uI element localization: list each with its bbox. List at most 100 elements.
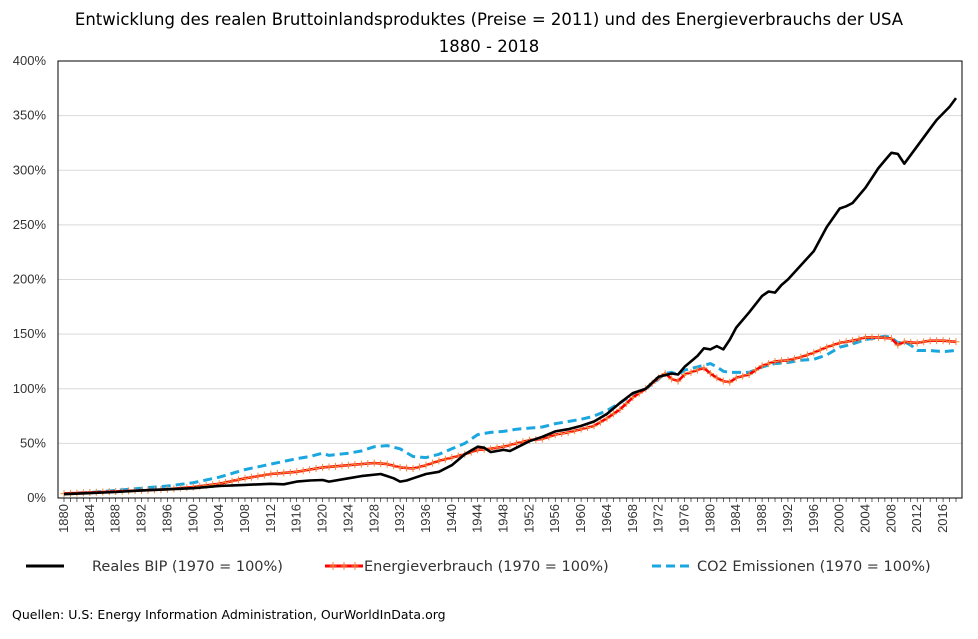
- data-point-marker: [267, 470, 275, 478]
- data-point-marker: [241, 474, 249, 482]
- data-point-marker: [383, 460, 391, 468]
- legend-marker: [351, 562, 359, 570]
- x-tick-label: 1996: [806, 504, 821, 533]
- data-point-marker: [622, 399, 630, 407]
- data-point-marker: [228, 477, 236, 485]
- data-point-marker: [952, 338, 960, 346]
- data-point-marker: [590, 422, 598, 430]
- data-point-marker: [829, 341, 837, 349]
- x-tick-label: 1884: [82, 504, 97, 533]
- x-tick-label: 2000: [832, 504, 847, 533]
- x-tick-label: 1908: [237, 504, 252, 533]
- data-point-marker: [687, 368, 695, 376]
- data-point-marker: [506, 441, 514, 449]
- legend-marker: [340, 562, 348, 570]
- data-point-marker: [700, 364, 708, 372]
- data-point-marker: [441, 455, 449, 463]
- y-tick-label: 400%: [13, 53, 47, 68]
- x-axis: 1880 1884 1888 1892 1896 1900 1904 1908 1912 1916…: [56, 498, 957, 533]
- x-tick-label: 1988: [754, 504, 769, 533]
- y-tick-label: 250%: [13, 217, 47, 232]
- x-tick-label: 1956: [547, 504, 562, 533]
- x-tick-label: 1952: [521, 504, 536, 533]
- data-point-marker: [855, 335, 863, 343]
- data-point-marker: [868, 333, 876, 341]
- data-point-marker: [933, 337, 941, 345]
- data-point-marker: [435, 457, 443, 465]
- data-point-marker: [887, 334, 895, 342]
- data-point-marker: [913, 339, 921, 347]
- data-point-marker: [286, 468, 294, 476]
- data-point-marker: [629, 393, 637, 401]
- x-tick-label: 1984: [728, 504, 743, 533]
- data-point-marker: [732, 374, 740, 382]
- data-point-marker: [874, 333, 882, 341]
- series-line: [63, 334, 957, 496]
- data-point-marker: [713, 374, 721, 382]
- data-point-marker: [706, 369, 714, 377]
- x-tick-label: 1892: [134, 504, 149, 533]
- data-point-marker: [409, 465, 417, 473]
- x-tick-label: 1968: [625, 504, 640, 533]
- x-tick-label: 1976: [677, 504, 692, 533]
- data-point-marker: [681, 371, 689, 379]
- data-point-marker: [777, 357, 785, 365]
- data-point-marker: [836, 339, 844, 347]
- x-tick-label: 2012: [909, 504, 924, 533]
- data-point-marker: [351, 461, 359, 469]
- data-point-marker: [894, 341, 902, 349]
- x-tick-label: 2004: [858, 504, 873, 533]
- x-tick-label: 1964: [599, 504, 614, 533]
- legend-item: CO2 Emissionen (1970 = 100%): [652, 559, 931, 575]
- x-tick-label: 2016: [935, 504, 950, 533]
- data-point-marker: [428, 459, 436, 467]
- x-tick-label: 1900: [185, 504, 200, 533]
- x-tick-label: 1924: [340, 504, 355, 533]
- x-tick-label: 1932: [392, 504, 407, 533]
- data-point-marker: [390, 462, 398, 470]
- series-layer: [60, 97, 960, 498]
- data-point-marker: [357, 460, 365, 468]
- data-point-marker: [584, 424, 592, 432]
- data-point-marker: [946, 337, 954, 345]
- data-point-marker: [338, 462, 346, 470]
- data-point-marker: [771, 357, 779, 365]
- data-point-marker: [765, 360, 773, 368]
- data-point-marker: [416, 463, 424, 471]
- data-point-marker: [693, 366, 701, 374]
- x-tick-label: 1944: [470, 504, 485, 533]
- x-tick-label: 2008: [883, 504, 898, 533]
- data-point-marker: [609, 410, 617, 418]
- data-point-marker: [377, 460, 385, 468]
- y-tick-label: 150%: [13, 326, 47, 341]
- data-point-marker: [939, 337, 947, 345]
- legend-label: Reales BIP (1970 = 100%): [92, 559, 283, 575]
- data-point-marker: [926, 337, 934, 345]
- data-point-marker: [862, 333, 870, 341]
- data-point-marker: [280, 469, 288, 477]
- x-tick-label: 1940: [444, 504, 459, 533]
- y-tick-label: 0%: [27, 490, 46, 505]
- series-3: [63, 334, 957, 496]
- y-tick-label: 300%: [13, 162, 47, 177]
- data-point-marker: [790, 355, 798, 363]
- data-point-marker: [235, 476, 243, 484]
- data-point-marker: [745, 371, 753, 379]
- data-point-marker: [448, 454, 456, 462]
- data-point-marker: [739, 372, 747, 380]
- y-tick-label: 100%: [13, 381, 47, 396]
- x-tick-label: 1936: [418, 504, 433, 533]
- x-tick-label: 1960: [573, 504, 588, 533]
- x-tick-label: 1888: [108, 504, 123, 533]
- y-tick-label: 350%: [13, 108, 47, 123]
- data-point-marker: [719, 377, 727, 385]
- data-point-marker: [881, 334, 889, 342]
- data-point-marker: [364, 460, 372, 468]
- gridlines: [58, 60, 962, 444]
- x-tick-label: 1904: [211, 504, 226, 533]
- data-point-marker: [668, 375, 676, 383]
- data-point-marker: [319, 463, 327, 471]
- data-point-marker: [752, 366, 760, 374]
- data-point-marker: [254, 472, 262, 480]
